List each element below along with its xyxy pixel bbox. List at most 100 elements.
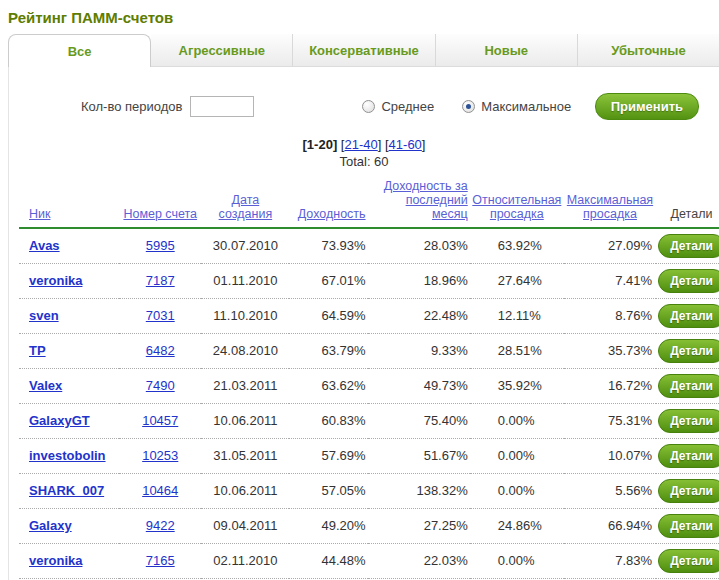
details-button[interactable]: Детали: [658, 409, 719, 433]
total-count: Total: 60: [9, 154, 719, 169]
profit-value: 49.20%: [289, 508, 367, 543]
month-profit-value: 75.40%: [368, 403, 470, 438]
rating-table: Ник Номер счета Дата создания Доходность…: [19, 179, 719, 580]
relative-drawdown-value: 0.00%: [470, 543, 564, 578]
month-profit-value: 22.48%: [368, 298, 470, 333]
account-link[interactable]: 7031: [146, 308, 175, 323]
table-row: SHARK_007 10464 10.06.2011 57.05% 138.32…: [19, 473, 719, 508]
details-button[interactable]: Детали: [658, 549, 719, 573]
details-button[interactable]: Детали: [658, 479, 719, 503]
sort-relative-drawdown[interactable]: Относительная просадка: [472, 193, 561, 221]
creation-date: 30.07.2010: [201, 228, 289, 263]
radio-maximum[interactable]: Максимальное: [462, 99, 571, 114]
profit-value: 57.69%: [289, 438, 367, 473]
nick-link[interactable]: SHARK_007: [29, 483, 104, 498]
sort-month-profit[interactable]: Доходность за последний месяц: [384, 179, 468, 221]
sort-date[interactable]: Дата создания: [219, 193, 273, 221]
profit-value: 64.59%: [289, 298, 367, 333]
account-link[interactable]: 7490: [146, 378, 175, 393]
page-title: Рейтинг ПАММ-счетов: [8, 9, 719, 26]
month-profit-value: 9.33%: [368, 333, 470, 368]
tab-aggressive[interactable]: Агрессивные: [151, 34, 293, 67]
sort-nick[interactable]: Ник: [29, 207, 50, 221]
relative-drawdown-value: 0.00%: [470, 403, 564, 438]
sort-profit[interactable]: Доходность: [298, 207, 366, 221]
nick-link[interactable]: TP: [29, 343, 46, 358]
relative-drawdown-value: 35.92%: [470, 368, 564, 403]
account-link[interactable]: 7187: [146, 273, 175, 288]
creation-date: 24.08.2010: [201, 333, 289, 368]
creation-date: 10.06.2011: [201, 473, 289, 508]
tab-conservative[interactable]: Консервативные: [293, 34, 435, 67]
relative-drawdown-value: 24.86%: [470, 508, 564, 543]
radio-average[interactable]: Среднее: [362, 99, 434, 114]
relative-drawdown-value: 12.11%: [470, 298, 564, 333]
details-button[interactable]: Детали: [658, 514, 719, 538]
max-drawdown-value: 66.94%: [564, 508, 656, 543]
tab-all[interactable]: Все: [8, 34, 151, 67]
table-row: Avas 5995 30.07.2010 73.93% 28.03% 63.92…: [19, 228, 719, 263]
details-button[interactable]: Детали: [658, 234, 719, 258]
table-row: investobolin 10253 31.05.2011 57.69% 51.…: [19, 438, 719, 473]
month-profit-value: 51.67%: [368, 438, 470, 473]
pagination: [1-20] [21-40] [41-60]: [9, 137, 719, 152]
max-drawdown-value: 8.76%: [564, 298, 656, 333]
pagination-current: [1-20]: [303, 137, 338, 152]
creation-date: 09.04.2011: [201, 508, 289, 543]
creation-date: 11.10.2010: [201, 298, 289, 333]
pagination-link-41-60[interactable]: 41-60: [389, 137, 422, 152]
details-button[interactable]: Детали: [658, 339, 719, 363]
nick-link[interactable]: GalaxyGT: [29, 413, 90, 428]
creation-date: 10.06.2011: [201, 403, 289, 438]
max-drawdown-value: 7.41%: [564, 263, 656, 298]
max-drawdown-value: 75.31%: [564, 403, 656, 438]
max-drawdown-value: 5.56%: [564, 473, 656, 508]
radio-checked-icon: [462, 100, 475, 113]
month-profit-value: 138.32%: [368, 473, 470, 508]
periods-input[interactable]: [190, 96, 254, 117]
nick-link[interactable]: veronika: [29, 553, 82, 568]
apply-button[interactable]: Применить: [595, 93, 699, 120]
profit-value: 63.62%: [289, 368, 367, 403]
radio-maximum-label: Максимальное: [481, 99, 571, 114]
profit-value: 44.48%: [289, 543, 367, 578]
details-button[interactable]: Детали: [658, 374, 719, 398]
creation-date: 31.05.2011: [201, 438, 289, 473]
table-row: Valex 7490 21.03.2011 63.62% 49.73% 35.9…: [19, 368, 719, 403]
table-row: TP 6482 24.08.2010 63.79% 9.33% 28.51% 3…: [19, 333, 719, 368]
table-header-row: Ник Номер счета Дата создания Доходность…: [19, 179, 719, 228]
table-row: GalaxyGT 10457 10.06.2011 60.83% 75.40% …: [19, 403, 719, 438]
relative-drawdown-value: 27.64%: [470, 263, 564, 298]
details-button[interactable]: Детали: [658, 444, 719, 468]
table-row: veronika 7187 01.11.2010 67.01% 18.96% 2…: [19, 263, 719, 298]
nick-link[interactable]: investobolin: [29, 448, 106, 463]
account-link[interactable]: 10253: [142, 448, 178, 463]
account-link[interactable]: 5995: [146, 238, 175, 253]
nick-link[interactable]: Galaxy: [29, 518, 72, 533]
table-row: veronika 7165 02.11.2010 44.48% 22.03% 0…: [19, 543, 719, 578]
creation-date: 01.11.2010: [201, 263, 289, 298]
nick-link[interactable]: Valex: [29, 378, 62, 393]
account-link[interactable]: 6482: [146, 343, 175, 358]
periods-label: Кол-во периодов: [81, 99, 182, 114]
nick-link[interactable]: sven: [29, 308, 59, 323]
sort-max-drawdown[interactable]: Максимальная просадка: [567, 193, 653, 221]
nick-link[interactable]: veronika: [29, 273, 82, 288]
max-drawdown-value: 27.09%: [564, 228, 656, 263]
max-drawdown-value: 10.07%: [564, 438, 656, 473]
details-button[interactable]: Детали: [658, 269, 719, 293]
table-row: Galaxy 9422 09.04.2011 49.20% 27.25% 24.…: [19, 508, 719, 543]
max-drawdown-value: 16.72%: [564, 368, 656, 403]
nick-link[interactable]: Avas: [29, 238, 60, 253]
tab-loss[interactable]: Убыточные: [578, 34, 719, 67]
account-link[interactable]: 10457: [142, 413, 178, 428]
month-profit-value: 18.96%: [368, 263, 470, 298]
sort-account[interactable]: Номер счета: [123, 207, 197, 221]
pagination-link-21-40[interactable]: 21-40: [344, 137, 377, 152]
account-link[interactable]: 9422: [146, 518, 175, 533]
details-button[interactable]: Детали: [658, 304, 719, 328]
tab-new[interactable]: Новые: [436, 34, 578, 67]
account-link[interactable]: 10464: [142, 483, 178, 498]
radio-unchecked-icon: [362, 100, 375, 113]
account-link[interactable]: 7165: [146, 553, 175, 568]
